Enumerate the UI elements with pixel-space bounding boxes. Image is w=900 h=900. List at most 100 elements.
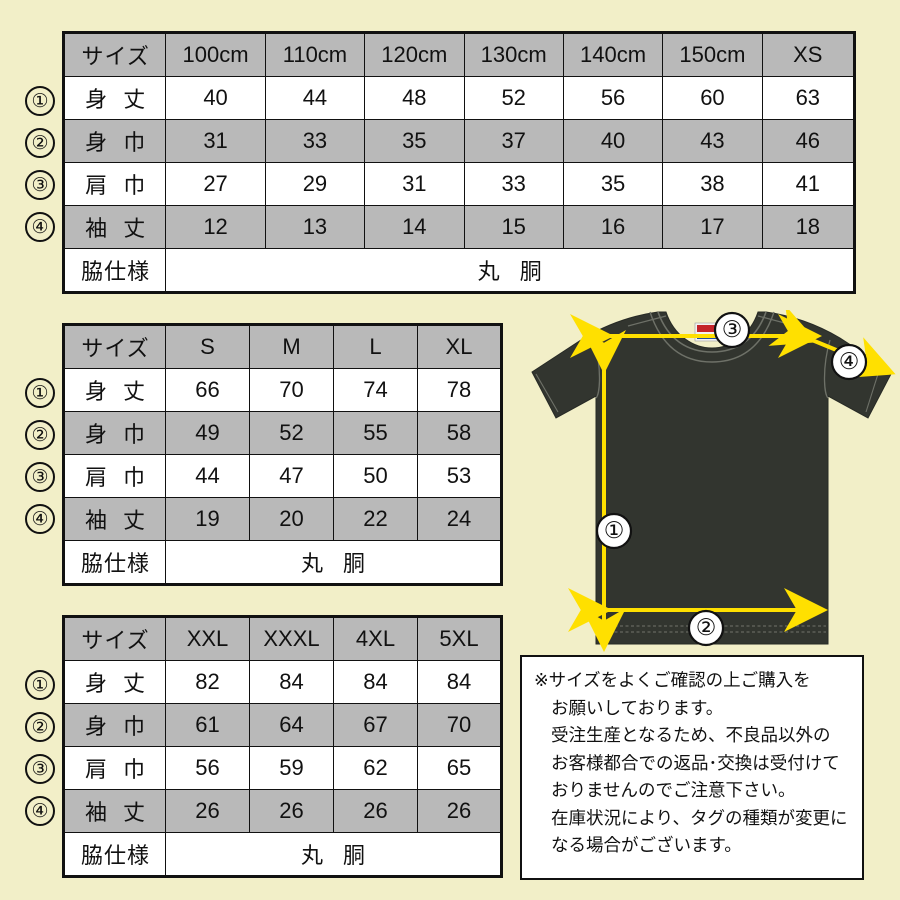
row-label-width: 身 巾	[63, 411, 166, 455]
cell: 35	[364, 119, 465, 163]
cell: 20	[249, 497, 334, 541]
cell: 65	[417, 746, 502, 790]
size-table-big: サイズ XXL XXXL 4XL 5XL 身 丈 82 84 84 84 身 巾…	[62, 615, 503, 878]
header-col-1: XXXL	[249, 616, 334, 661]
header-col-6: XS	[761, 32, 856, 77]
cell: 52	[249, 411, 334, 455]
header-col-3: 5XL	[417, 616, 502, 661]
cell: 17	[662, 205, 763, 249]
marker-3-big: ③	[25, 754, 55, 784]
cell: 60	[662, 76, 763, 120]
cell: 40	[562, 119, 664, 163]
cell: 74	[333, 368, 418, 412]
marker-2-big: ②	[25, 712, 55, 742]
row-label-shoulder: 肩 巾	[63, 746, 166, 790]
header-col-1: M	[249, 324, 334, 369]
table-header-row: サイズ 100cm 110cm 120cm 130cm 140cm 150cm …	[62, 32, 856, 77]
cell: 50	[333, 454, 418, 498]
cell: 41	[761, 162, 856, 206]
header-col-0: XXL	[165, 616, 250, 661]
callout-badge-2: ②	[687, 609, 725, 647]
header-col-2: 4XL	[333, 616, 418, 661]
header-size: サイズ	[63, 324, 166, 369]
cell: 44	[165, 454, 250, 498]
row-label-side-spec: 脇仕様	[62, 248, 167, 293]
table-footer-row: 脇仕様 丸 胴	[63, 540, 502, 585]
tshirt-diagram: ① ② ③ ④	[516, 310, 900, 655]
table-row: 身 丈 66 70 74 78	[63, 368, 502, 412]
cell: 56	[562, 76, 664, 120]
cell: 27	[165, 162, 266, 206]
table-row: 身 丈 82 84 84 84	[63, 660, 502, 704]
cell: 84	[333, 660, 418, 704]
cell: 26	[333, 789, 418, 833]
marker-3-adult: ③	[25, 462, 55, 492]
svg-text:②: ②	[696, 615, 717, 640]
cell: 38	[662, 162, 763, 206]
row-label-shoulder: 肩 巾	[63, 454, 166, 498]
marker-1-big: ①	[25, 670, 55, 700]
side-spec-value: 丸 胴	[165, 540, 502, 585]
table-header-row: サイズ S M L XL	[63, 324, 502, 369]
row-label-sleeve: 袖 丈	[63, 497, 166, 541]
header-col-5: 150cm	[662, 32, 763, 77]
marker-4-adult: ④	[25, 504, 55, 534]
row-label-shoulder: 肩 巾	[62, 162, 167, 206]
cell: 43	[662, 119, 763, 163]
side-spec-value: 丸 胴	[165, 832, 502, 877]
note-line-5: おりませんのでご注意下さい。	[551, 780, 796, 800]
cell: 66	[165, 368, 250, 412]
cell: 24	[417, 497, 502, 541]
svg-text:①: ①	[604, 518, 625, 543]
cell: 52	[463, 76, 564, 120]
cell: 64	[249, 703, 334, 747]
callout-badge-1: ①	[595, 512, 633, 550]
table-row: 肩 巾 44 47 50 53	[63, 454, 502, 498]
cell: 16	[562, 205, 664, 249]
table-row: 身 巾 61 64 67 70	[63, 703, 502, 747]
cell: 84	[249, 660, 334, 704]
purchase-note-box: ※サイズをよくご確認の上ご購入を お願いしております。 受注生産となるため、不良…	[520, 655, 864, 880]
cell: 26	[249, 789, 334, 833]
marker-4-big: ④	[25, 796, 55, 826]
side-spec-value: 丸 胴	[165, 248, 855, 293]
marker-1-kids: ①	[25, 86, 55, 116]
note-line-1: ※サイズをよくご確認の上ご購入を	[534, 670, 811, 690]
cell: 78	[417, 368, 502, 412]
cell: 58	[417, 411, 502, 455]
header-col-0: S	[165, 324, 250, 369]
header-col-2: 120cm	[364, 32, 465, 77]
cell: 33	[463, 162, 564, 206]
cell: 53	[417, 454, 502, 498]
table-row: 肩 巾 27 29 31 33 35 38 41	[62, 162, 856, 206]
table-row: 身 巾 49 52 55 58	[63, 411, 502, 455]
cell: 26	[417, 789, 502, 833]
row-label-side-spec: 脇仕様	[63, 832, 166, 877]
header-size: サイズ	[62, 32, 167, 77]
callout-badge-3: ③	[713, 311, 751, 349]
cell: 31	[364, 162, 465, 206]
cell: 31	[165, 119, 266, 163]
header-col-4: 140cm	[562, 32, 664, 77]
cell: 12	[165, 205, 266, 249]
row-label-length: 身 丈	[63, 368, 166, 412]
cell: 46	[761, 119, 856, 163]
cell: 56	[165, 746, 250, 790]
header-col-1: 110cm	[264, 32, 366, 77]
table-footer-row: 脇仕様 丸 胴	[63, 832, 502, 877]
row-label-sleeve: 袖 丈	[62, 205, 167, 249]
header-size-text: サイズ	[81, 44, 150, 69]
cell: 26	[165, 789, 250, 833]
note-line-7: なる場合がございます。	[551, 835, 742, 855]
size-table-adult: サイズ S M L XL 身 丈 66 70 74 78 身 巾 49 52 5…	[62, 323, 503, 586]
cell: 33	[264, 119, 366, 163]
row-label-length: 身 丈	[62, 76, 167, 120]
cell: 70	[249, 368, 334, 412]
cell: 49	[165, 411, 250, 455]
cell: 29	[264, 162, 366, 206]
table-header-row: サイズ XXL XXXL 4XL 5XL	[63, 616, 502, 661]
cell: 55	[333, 411, 418, 455]
header-col-3: XL	[417, 324, 502, 369]
marker-1-adult: ①	[25, 378, 55, 408]
